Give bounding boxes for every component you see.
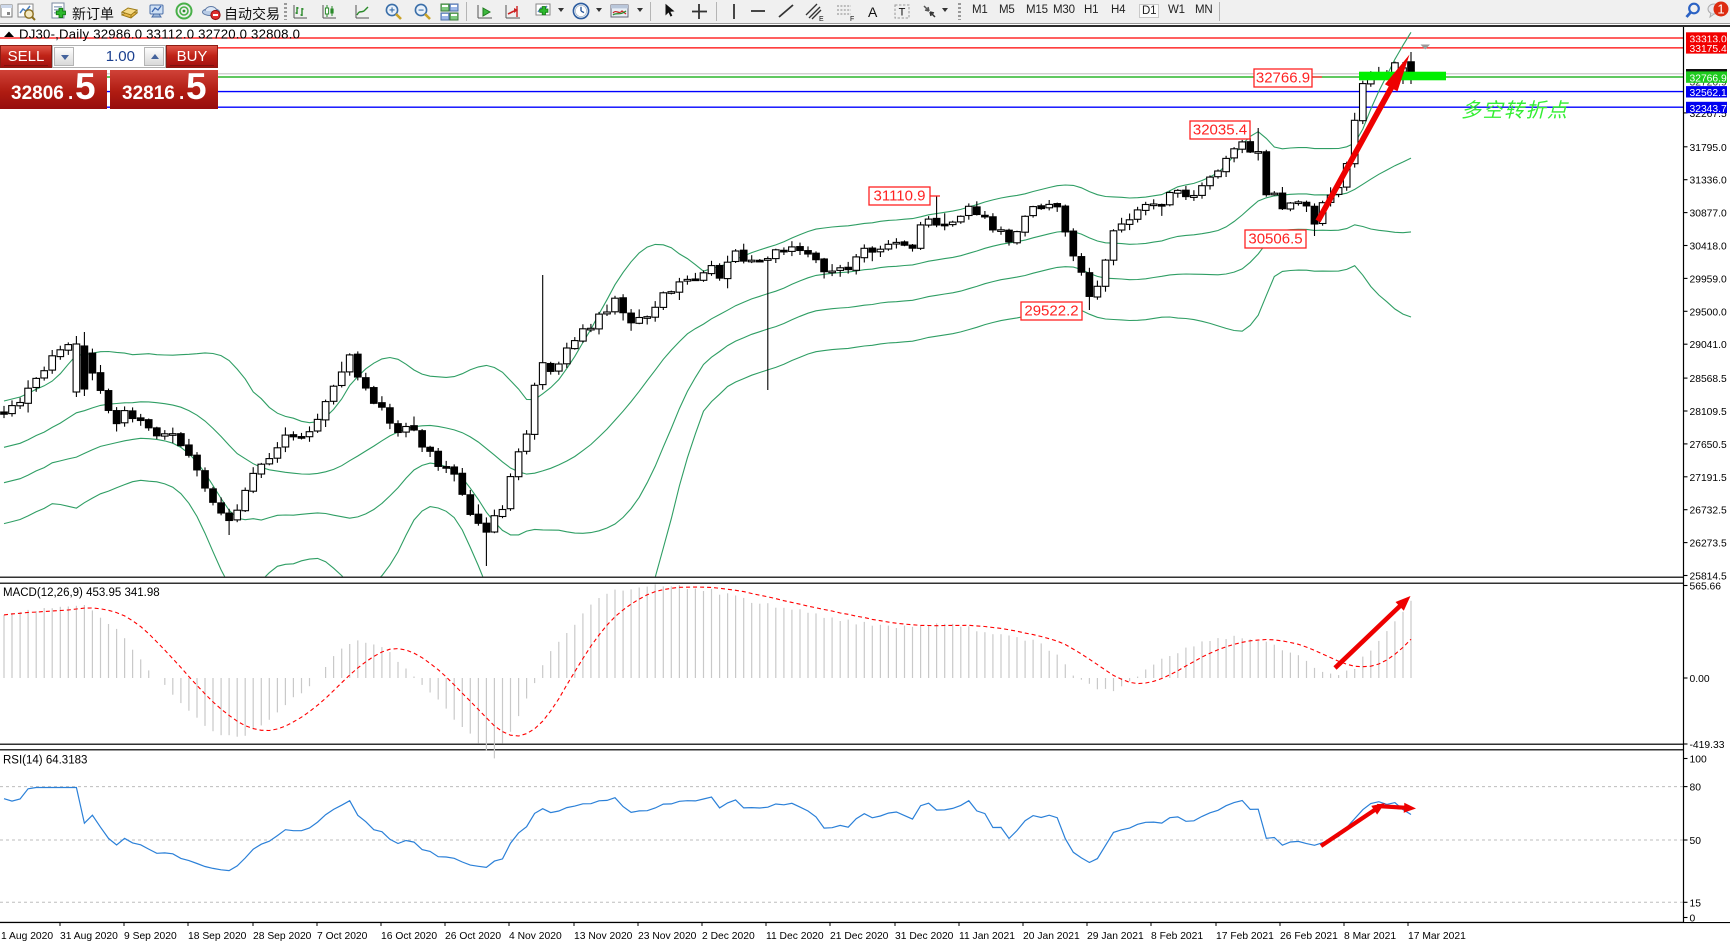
svg-text:20 Jan 2021: 20 Jan 2021 [1023,931,1080,942]
svg-text:T: T [899,7,906,19]
svg-text:31110.9: 31110.9 [874,188,926,205]
svg-text:29041.0: 29041.0 [1690,340,1727,351]
svg-text:16 Oct 2020: 16 Oct 2020 [381,931,437,942]
svg-text:17 Feb 2021: 17 Feb 2021 [1216,931,1274,942]
svg-text:1: 1 [1717,1,1724,16]
svg-text:17 Mar 2021: 17 Mar 2021 [1408,931,1466,942]
svg-text:32726.9: 32726.9 [1690,78,1727,89]
svg-text:29959.0: 29959.0 [1690,274,1727,285]
svg-text:15: 15 [1690,898,1702,909]
svg-text:31 Aug 2020: 31 Aug 2020 [60,931,118,942]
svg-text:+: + [389,6,395,17]
svg-text:31336.0: 31336.0 [1690,176,1727,187]
svg-text:27650.5: 27650.5 [1690,440,1727,451]
svg-text:27191.5: 27191.5 [1690,473,1727,484]
svg-text:DJ30-,Daily 32986.0 33112.0 3: DJ30-,Daily 32986.0 33112.0 32720.0 3280… [19,27,300,42]
svg-text:30418.0: 30418.0 [1690,242,1727,253]
svg-text:-419.33: -419.33 [1690,740,1725,751]
svg-text:13 Nov 2020: 13 Nov 2020 [574,931,633,942]
svg-text:33313.0: 33313.0 [1690,34,1727,45]
svg-text:28109.5: 28109.5 [1690,407,1727,418]
svg-text:8 Feb 2021: 8 Feb 2021 [1151,931,1203,942]
svg-text:11 Dec 2020: 11 Dec 2020 [766,931,824,942]
svg-text:32343.7: 32343.7 [1690,104,1727,115]
svg-text:1 Aug 2020: 1 Aug 2020 [1,931,53,942]
svg-text:F: F [850,16,854,22]
svg-text:32766.9: 32766.9 [1256,70,1310,87]
svg-text:−: − [418,6,424,17]
svg-text:80: 80 [1690,783,1702,794]
svg-text:多空转折点: 多空转折点 [1461,100,1569,122]
svg-text:100: 100 [1690,755,1707,766]
svg-text:0: 0 [1690,914,1696,925]
svg-text:30877.0: 30877.0 [1690,209,1727,220]
svg-text:7 Oct 2020: 7 Oct 2020 [317,931,368,942]
svg-text:30506.5: 30506.5 [1248,231,1302,248]
svg-text:26273.5: 26273.5 [1690,539,1727,550]
svg-text:4 Nov 2020: 4 Nov 2020 [509,931,562,942]
svg-text:31 Dec 2020: 31 Dec 2020 [895,931,954,942]
svg-text:31795.0: 31795.0 [1690,143,1727,154]
svg-text:32267.5: 32267.5 [1690,109,1727,120]
svg-text:RSI(14) 64.3183: RSI(14) 64.3183 [3,755,87,767]
svg-text:23 Nov 2020: 23 Nov 2020 [638,931,697,942]
svg-text:0.00: 0.00 [1690,674,1710,685]
svg-text:28568.5: 28568.5 [1690,374,1727,385]
svg-text:29 Jan 2021: 29 Jan 2021 [1087,931,1144,942]
svg-text:26 Feb 2021: 26 Feb 2021 [1280,931,1338,942]
svg-text:50: 50 [1690,836,1702,847]
svg-text:26732.5: 26732.5 [1690,506,1727,517]
svg-text:26 Oct 2020: 26 Oct 2020 [445,931,501,942]
svg-text:28 Sep 2020: 28 Sep 2020 [253,931,312,942]
svg-text:MACD(12,26,9) 453.95 341.98: MACD(12,26,9) 453.95 341.98 [3,587,160,599]
svg-text:11 Jan 2021: 11 Jan 2021 [959,931,1015,942]
svg-text:565.66: 565.66 [1690,582,1722,593]
svg-text:32035.4: 32035.4 [1193,122,1247,139]
svg-text:21 Dec 2020: 21 Dec 2020 [830,931,889,942]
svg-text:29522.2: 29522.2 [1024,303,1078,320]
svg-text:29500.0: 29500.0 [1690,307,1727,318]
svg-text:32766.9: 32766.9 [1690,73,1727,84]
svg-text:25814.5: 25814.5 [1690,572,1727,583]
svg-text:E: E [819,16,824,22]
svg-text:32562.1: 32562.1 [1690,88,1727,99]
svg-text:18 Sep 2020: 18 Sep 2020 [188,931,247,942]
svg-text:2 Dec 2020: 2 Dec 2020 [702,931,755,942]
svg-text:33175.4: 33175.4 [1690,44,1727,55]
svg-text:8 Mar 2021: 8 Mar 2021 [1344,931,1396,942]
svg-text:9 Sep 2020: 9 Sep 2020 [124,931,177,942]
